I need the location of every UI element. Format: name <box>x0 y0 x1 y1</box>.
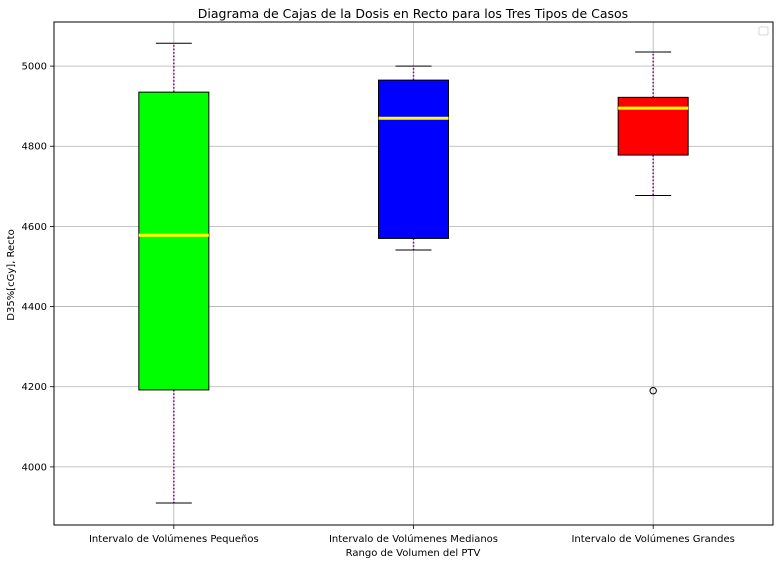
x-tick-label: Intervalo de Volúmenes Pequeños <box>89 533 259 545</box>
legend-box <box>758 26 769 36</box>
y-axis-label: D35%[cGy], Recto <box>6 229 17 320</box>
iqr-box <box>617 96 689 156</box>
x-tick-label: Intervalo de Volúmenes Medianos <box>329 533 498 545</box>
outlier-point <box>649 387 657 395</box>
x-tick-label: Intervalo de Volúmenes Grandes <box>571 533 734 545</box>
plot-frame <box>53 21 774 526</box>
y-tick-label: 4800 <box>22 142 47 153</box>
iqr-box <box>378 79 449 239</box>
y-tick-label: 4400 <box>22 302 47 313</box>
y-tick-label: 4600 <box>22 222 47 233</box>
x-axis-label: Rango de Volumen del PTV <box>346 548 481 559</box>
box-group <box>138 42 210 504</box>
y-tick-label: 5000 <box>22 62 47 73</box>
box-group <box>617 51 689 395</box>
box-group <box>378 65 449 251</box>
y-tick-label: 4200 <box>22 382 47 393</box>
box-layer <box>138 42 689 504</box>
y-tick-label: 4000 <box>22 462 47 473</box>
chart-title: Diagrama de Cajas de la Dosis en Recto p… <box>198 6 628 21</box>
axis-layer: 4000 4200 4400 4600 4800 5000 Intervalo de Vol… <box>22 62 735 545</box>
iqr-box <box>138 91 210 391</box>
